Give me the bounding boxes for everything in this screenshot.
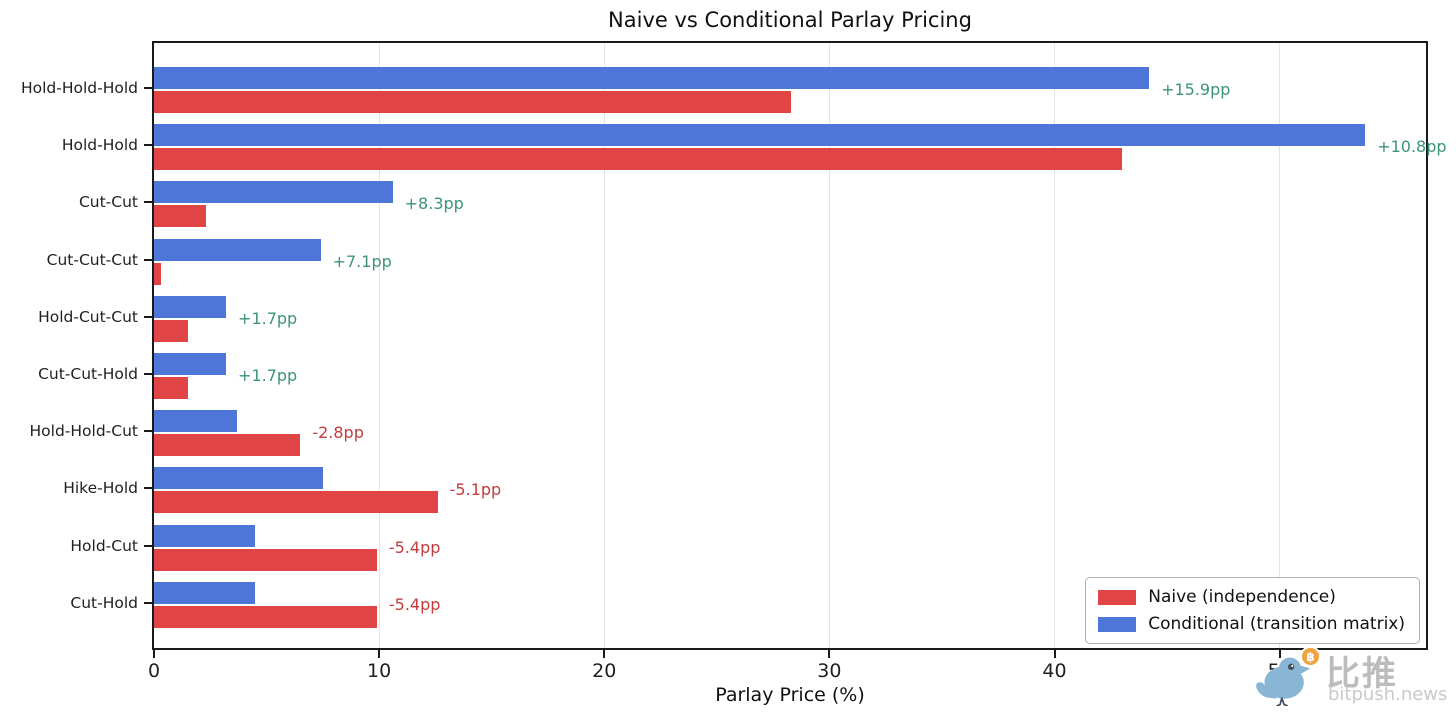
gridline <box>1279 43 1281 648</box>
x-tick-mark <box>378 650 381 658</box>
bar-naive <box>154 605 377 628</box>
bar-conditional <box>154 524 256 547</box>
delta-annotation: +15.9pp <box>1161 80 1231 99</box>
y-tick-label: Hold-Cut-Cut <box>38 307 138 326</box>
x-tick-label: 30 <box>817 660 842 682</box>
x-tick-label: 10 <box>367 660 392 682</box>
bar-conditional <box>154 410 238 433</box>
delta-annotation: +10.8pp <box>1377 137 1447 157</box>
legend-item-naive: Naive (independence) <box>1098 587 1405 607</box>
legend: Naive (independence) Conditional (transi… <box>1085 577 1420 644</box>
y-tick-mark <box>144 544 152 547</box>
chart-title: Naive vs Conditional Parlay Pricing <box>608 8 972 32</box>
y-tick-label: Hold-Hold-Cut <box>29 422 138 441</box>
y-tick-label: Cut-Cut-Hold <box>38 365 138 383</box>
bar-naive <box>154 205 206 228</box>
legend-item-conditional: Conditional (transition matrix) <box>1098 614 1405 634</box>
x-tick-label: 0 <box>147 660 161 682</box>
x-axis-label: Parlay Price (%) <box>715 684 865 706</box>
delta-annotation: +7.1pp <box>332 251 392 271</box>
delta-annotation: -5.1pp <box>449 480 502 500</box>
x-tick-mark <box>603 650 606 658</box>
delta-annotation: -5.4pp <box>388 594 441 614</box>
legend-swatch-conditional-icon <box>1098 616 1137 632</box>
twitter-bird-icon <box>1256 657 1311 706</box>
y-tick-label: Cut-Cut <box>78 193 138 212</box>
bar-naive <box>154 262 161 285</box>
bar-conditional <box>154 353 227 375</box>
y-tick-label: Cut-Cut-Cut <box>46 250 138 269</box>
bar-conditional <box>154 467 323 490</box>
y-tick-label: Hold-Cut <box>70 536 138 555</box>
bar-naive <box>154 319 188 342</box>
y-tick-label: Cut-Hold <box>70 593 138 612</box>
delta-annotation: -2.8pp <box>312 423 364 443</box>
x-tick-mark <box>828 650 831 658</box>
y-tick-label: Hold-Hold <box>61 136 138 155</box>
y-tick-mark <box>144 373 152 375</box>
bar-conditional <box>154 181 393 204</box>
y-tick-mark <box>144 144 152 147</box>
x-tick-mark <box>153 650 155 658</box>
watermark-site: bitpush.news <box>1328 684 1448 705</box>
delta-annotation: +1.7pp <box>238 308 298 328</box>
bar-conditional <box>154 295 227 318</box>
bar-conditional <box>154 581 256 604</box>
y-tick-mark <box>144 487 152 490</box>
bar-naive <box>154 91 792 113</box>
delta-annotation: +8.3pp <box>404 194 464 214</box>
x-tick-label: 20 <box>592 660 617 682</box>
y-tick-label: Hike-Hold <box>63 479 138 498</box>
legend-swatch-naive-icon <box>1098 589 1137 605</box>
delta-annotation: -5.4pp <box>388 537 441 557</box>
bar-conditional <box>154 238 321 261</box>
bitcoin-badge-icon: ฿ <box>1300 646 1321 667</box>
gridline <box>378 43 380 648</box>
y-tick-mark <box>144 430 152 433</box>
bar-naive <box>154 148 1123 171</box>
bar-naive <box>154 434 301 457</box>
y-tick-mark <box>144 315 152 318</box>
bar-naive <box>154 548 377 571</box>
y-tick-mark <box>144 201 152 204</box>
gridline <box>828 43 830 648</box>
x-tick-label: 40 <box>1042 660 1067 682</box>
bar-conditional <box>154 124 1366 147</box>
y-tick-mark <box>144 258 152 261</box>
legend-label-conditional: Conditional (transition matrix) <box>1148 614 1405 634</box>
y-tick-mark <box>144 601 152 604</box>
delta-annotation: +1.7pp <box>238 366 298 385</box>
bar-naive <box>154 491 438 514</box>
y-tick-mark <box>144 87 152 89</box>
gridline <box>603 43 605 648</box>
x-tick-mark <box>1278 650 1281 658</box>
watermark: ฿ 比推 bitpush.news <box>1248 644 1456 720</box>
watermark-brand: 比推 <box>1326 654 1398 694</box>
y-tick-label: Hold-Hold-Hold <box>20 79 138 97</box>
bar-naive <box>154 377 188 399</box>
x-tick-mark <box>1053 650 1056 658</box>
legend-label-naive: Naive (independence) <box>1148 587 1336 607</box>
bar-conditional <box>154 67 1150 89</box>
plot-area: +15.9pp +10.8pp +8.3pp +7.1pp +1.7pp +1.7pp -2… <box>152 41 1447 650</box>
gridline <box>1054 43 1056 648</box>
